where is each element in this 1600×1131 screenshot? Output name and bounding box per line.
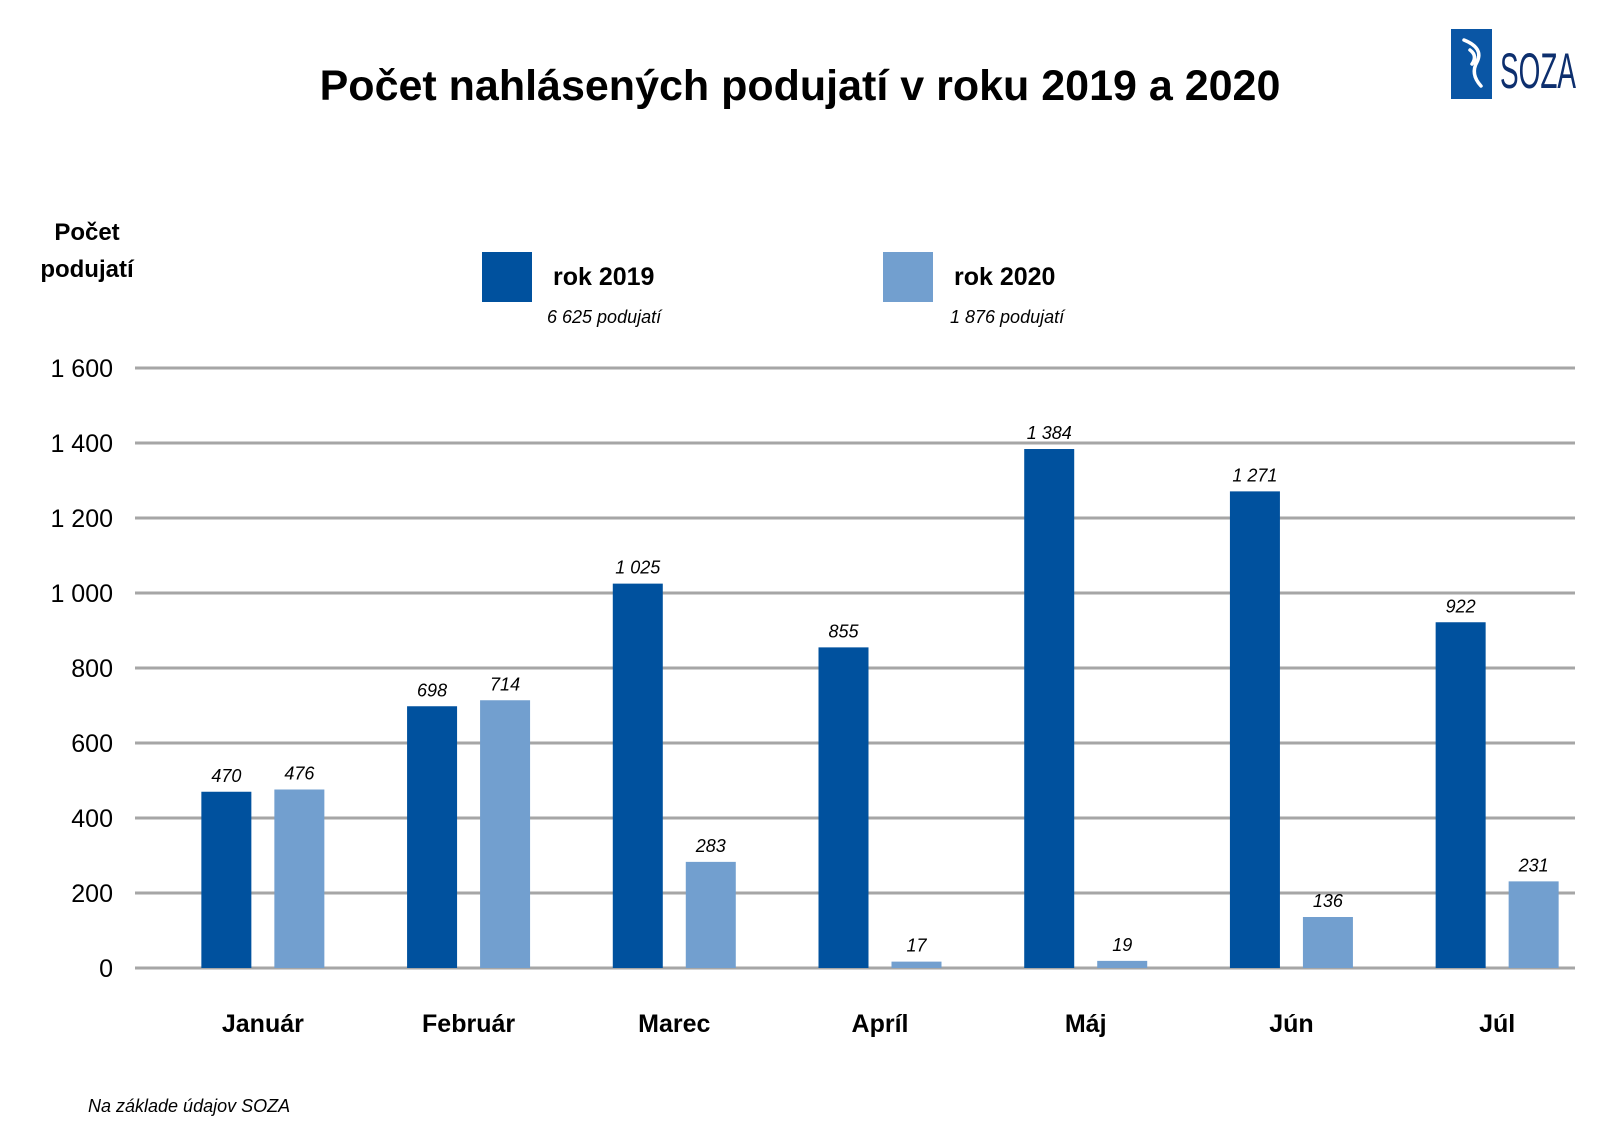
legend: rok 2019 6 625 podujatí rok 2020 1 876 p… [482,252,1066,327]
y-axis-label-line-2: podujatí [40,256,135,283]
x-category-label: Január [222,1010,304,1038]
x-category-label: Február [422,1010,515,1038]
bars [201,449,1559,968]
bar-2019 [612,583,663,968]
x-category-label: Marec [638,1010,710,1038]
chart-title: Počet nahlásených podujatí v roku 2019 a… [320,62,1281,110]
x-category-label: Júl [1479,1010,1515,1038]
bar-2020 [480,700,531,968]
y-axis-ticks: 0 200 400 600 800 1 000 1 200 1 400 1 600 [50,355,113,983]
data-label: 231 [1518,855,1549,875]
x-category-label: Máj [1065,1010,1107,1038]
bar-2020 [1302,917,1353,968]
bar-2019 [818,647,869,968]
bar-2020 [1097,960,1148,968]
soza-logo: SOZA [1451,29,1576,99]
data-label: 1 271 [1232,465,1277,485]
bar-2019 [1229,491,1280,968]
bar-2019 [201,791,252,968]
data-label: 1 025 [615,558,661,578]
data-label: 476 [284,764,315,784]
x-axis-categories: Január Február Marec Apríl Máj Jún Júl [222,1010,1515,1038]
data-label: 1 384 [1027,423,1072,443]
source-note: Na základe údajov SOZA [88,1096,290,1116]
bar-2019 [1435,622,1486,968]
legend-swatch-2020 [883,252,933,302]
data-label: 283 [695,836,726,856]
bar-2020 [274,789,325,968]
legend-swatch-2019 [482,252,532,302]
y-tick-label: 600 [71,730,113,758]
y-tick-label: 200 [71,880,113,908]
bar-2020 [685,861,736,968]
data-label: 714 [490,674,520,694]
data-label: 922 [1446,596,1476,616]
legend-label-2019: rok 2019 [553,263,654,291]
bar-2019 [1024,449,1075,968]
y-tick-label: 1 600 [50,355,113,383]
soza-logo-note-icon [1462,38,1483,88]
data-label: 136 [1313,891,1344,911]
data-label: 19 [1112,935,1132,955]
y-tick-label: 1 400 [50,430,113,458]
y-tick-label: 800 [71,655,113,683]
data-label: 855 [828,621,859,641]
data-labels: 470 476 698 714 1 025 283 855 17 1 384 19 1 271 136… [211,423,1548,956]
data-label: 698 [417,680,447,700]
legend-label-2020: rok 2020 [954,263,1055,291]
x-category-label: Jún [1269,1010,1313,1038]
bar-2020 [1508,881,1559,968]
bar-2019 [407,706,458,968]
soza-logo-text: SOZA [1500,43,1576,99]
data-label: 470 [211,766,241,786]
y-tick-label: 0 [99,955,113,983]
y-tick-label: 1 000 [50,580,113,608]
y-tick-label: 400 [71,805,113,833]
y-tick-label: 1 200 [50,505,113,533]
x-category-label: Apríl [852,1010,909,1038]
y-axis-label-line-1: Počet [54,219,119,246]
legend-total-2019: 6 625 podujatí [547,307,663,327]
bar-2020 [891,961,942,968]
legend-total-2020: 1 876 podujatí [950,307,1066,327]
data-label: 17 [906,936,927,956]
